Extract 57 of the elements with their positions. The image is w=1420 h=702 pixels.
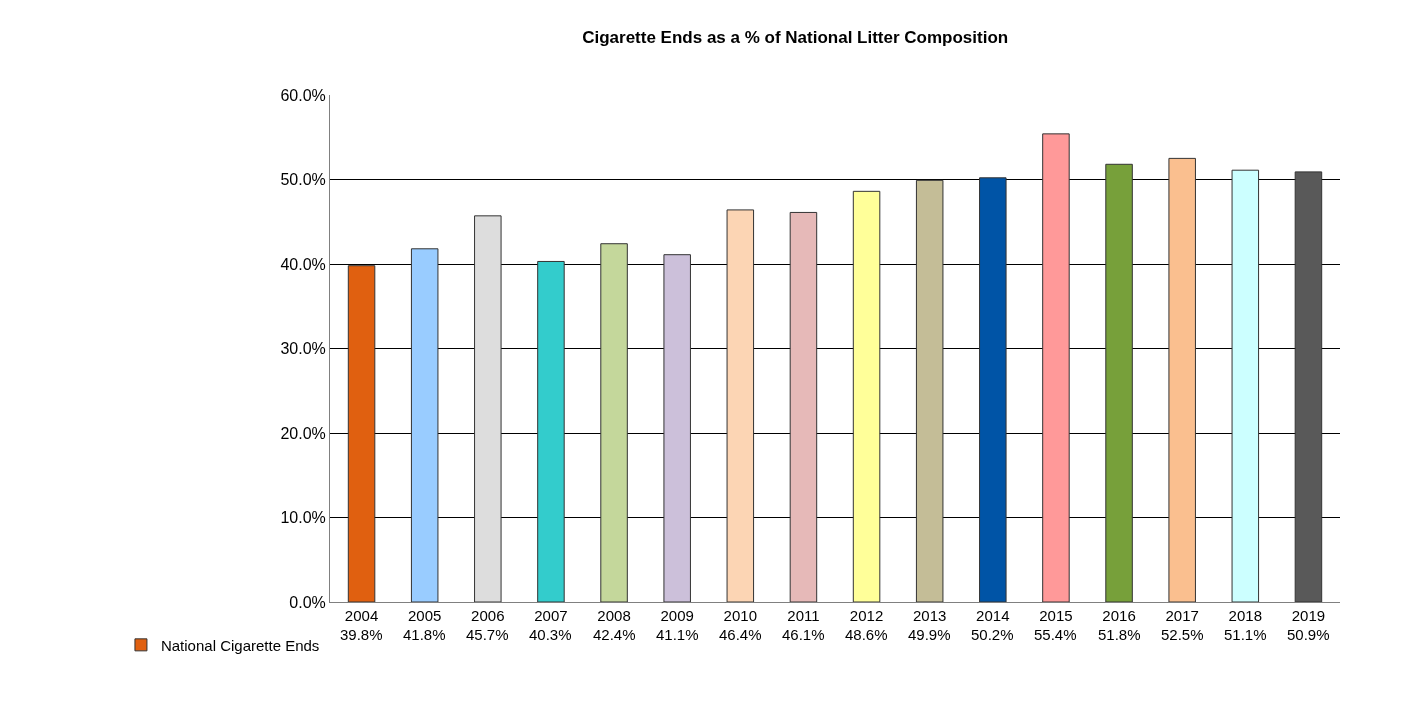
data-label: 50.9% [1287, 626, 1330, 643]
data-label: 46.1% [782, 626, 825, 643]
x-tick-label: 2012 [849, 607, 884, 624]
y-tick-label: 10.0% [280, 509, 326, 527]
bar [537, 260, 565, 602]
y-tick-label: 40.0% [280, 255, 326, 273]
x-tick-label: 2009 [660, 607, 694, 624]
legend-label: National Cigarette Ends [160, 636, 320, 654]
y-tick-label: 60.0% [280, 86, 326, 104]
bar [600, 243, 628, 602]
bar [474, 215, 502, 602]
bar [663, 254, 691, 602]
bar [1231, 169, 1260, 602]
data-label: 52.5% [1161, 626, 1204, 643]
x-tick-label: 2004 [344, 607, 379, 624]
y-tick-label: 20.0% [280, 424, 326, 442]
x-tick-label: 2006 [471, 607, 505, 624]
x-tick-label: 2016 [1102, 607, 1136, 624]
y-tick-label: 50.0% [280, 171, 326, 189]
bar [410, 248, 439, 602]
x-tick-label: 2010 [723, 607, 757, 624]
x-tick-label: 2014 [976, 607, 1010, 624]
data-label: 41.1% [656, 626, 699, 643]
bar [1294, 171, 1323, 602]
bar [1105, 163, 1133, 602]
y-tick-label: 30.0% [280, 340, 326, 358]
x-tick-label: 2008 [597, 607, 631, 624]
bar [852, 190, 881, 602]
x-tick-label: 2011 [787, 607, 820, 624]
data-label: 51.8% [1098, 626, 1141, 643]
chart-title: Cigarette Ends as a % of National Litter Composition [582, 28, 1009, 48]
bar [1168, 157, 1196, 602]
data-label: 50.2% [971, 626, 1014, 643]
bar [1042, 133, 1070, 602]
data-label: 49.9% [908, 626, 951, 643]
data-label: 51.1% [1224, 626, 1267, 643]
data-label: 41.8% [403, 626, 446, 643]
data-label: 55.4% [1034, 626, 1077, 643]
bar [726, 209, 755, 602]
x-tick-label: 2018 [1228, 607, 1262, 624]
bar [789, 211, 818, 602]
x-tick-label: 2013 [913, 607, 947, 624]
data-label: 40.3% [529, 626, 572, 643]
y-tick-label: 0.0% [289, 593, 326, 611]
bar [915, 179, 944, 602]
data-label: 39.8% [340, 626, 383, 643]
data-label: 48.6% [845, 626, 888, 643]
bar [979, 177, 1007, 602]
x-tick-label: 2005 [408, 607, 442, 624]
x-tick-label: 2017 [1165, 607, 1199, 624]
x-tick-label: 2019 [1291, 607, 1326, 624]
bar [347, 265, 376, 602]
data-label: 42.4% [593, 626, 636, 643]
data-label: 45.7% [466, 626, 509, 643]
x-tick-label: 2015 [1039, 607, 1073, 624]
data-label: 46.4% [719, 626, 762, 643]
x-tick-label: 2007 [534, 607, 568, 624]
